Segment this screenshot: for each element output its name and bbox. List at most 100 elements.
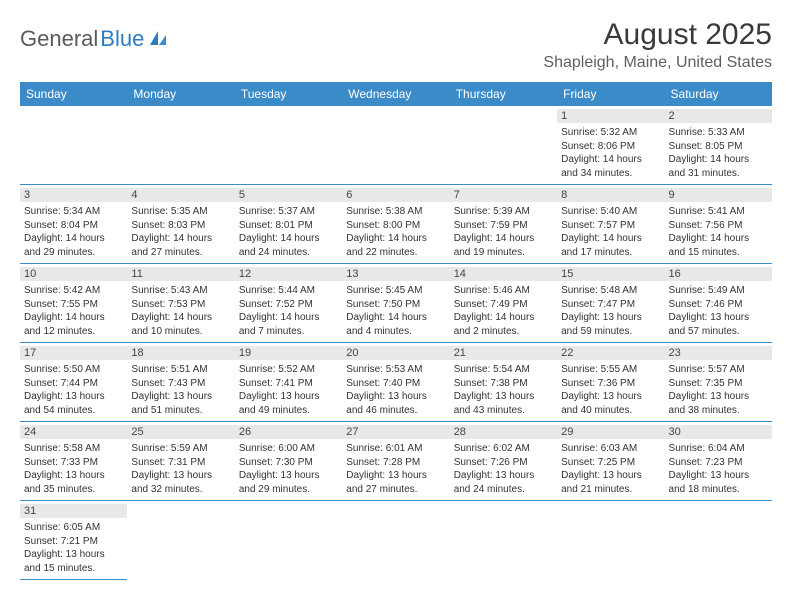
day-line: Sunrise: 5:37 AM (239, 205, 338, 219)
day-line: and 35 minutes. (24, 483, 123, 497)
calendar-week-row: 3Sunrise: 5:34 AMSunset: 8:04 PMDaylight… (20, 185, 772, 264)
day-number: 14 (450, 267, 557, 281)
day-line: Daylight: 13 hours (669, 469, 768, 483)
day-line: Daylight: 14 hours (24, 311, 123, 325)
day-details: Sunrise: 5:55 AMSunset: 7:36 PMDaylight:… (561, 363, 660, 417)
day-line: Sunrise: 5:32 AM (561, 126, 660, 140)
day-line: Daylight: 13 hours (131, 469, 230, 483)
day-details: Sunrise: 6:02 AMSunset: 7:26 PMDaylight:… (454, 442, 553, 496)
day-line: and 19 minutes. (454, 246, 553, 260)
day-details: Sunrise: 5:59 AMSunset: 7:31 PMDaylight:… (131, 442, 230, 496)
day-line: Sunset: 8:04 PM (24, 219, 123, 233)
day-details: Sunrise: 5:43 AMSunset: 7:53 PMDaylight:… (131, 284, 230, 338)
calendar-week-row: 10Sunrise: 5:42 AMSunset: 7:55 PMDayligh… (20, 264, 772, 343)
day-line: and 27 minutes. (131, 246, 230, 260)
day-line: Daylight: 14 hours (131, 232, 230, 246)
weekday-header: Tuesday (235, 82, 342, 106)
day-details: Sunrise: 5:54 AMSunset: 7:38 PMDaylight:… (454, 363, 553, 417)
day-line: Daylight: 14 hours (346, 311, 445, 325)
day-line: Sunrise: 5:38 AM (346, 205, 445, 219)
day-details: Sunrise: 5:34 AMSunset: 8:04 PMDaylight:… (24, 205, 123, 259)
day-line: Daylight: 13 hours (561, 311, 660, 325)
day-line: and 2 minutes. (454, 325, 553, 339)
calendar-cell: 29Sunrise: 6:03 AMSunset: 7:25 PMDayligh… (557, 422, 664, 501)
day-number: 29 (557, 425, 664, 439)
day-details: Sunrise: 6:04 AMSunset: 7:23 PMDaylight:… (669, 442, 768, 496)
day-line: Daylight: 13 hours (131, 390, 230, 404)
day-line: and 54 minutes. (24, 404, 123, 418)
day-line: Daylight: 13 hours (24, 548, 123, 562)
day-line: and 24 minutes. (454, 483, 553, 497)
day-line: and 46 minutes. (346, 404, 445, 418)
day-line: and 31 minutes. (669, 167, 768, 181)
day-details: Sunrise: 5:37 AMSunset: 8:01 PMDaylight:… (239, 205, 338, 259)
weekday-header: Friday (557, 82, 664, 106)
day-line: Daylight: 13 hours (24, 469, 123, 483)
day-line: Sunset: 7:44 PM (24, 377, 123, 391)
calendar-cell: 18Sunrise: 5:51 AMSunset: 7:43 PMDayligh… (127, 343, 234, 422)
day-details: Sunrise: 5:46 AMSunset: 7:49 PMDaylight:… (454, 284, 553, 338)
day-line: Sunrise: 5:50 AM (24, 363, 123, 377)
day-number: 2 (665, 109, 772, 123)
calendar-cell: 24 Sunrise: 5:58 AMSunset: 7:33 PMDayligh… (20, 422, 127, 501)
day-line: Sunrise: 6:00 AM (239, 442, 338, 456)
day-number: 20 (342, 346, 449, 360)
calendar-cell (235, 106, 342, 185)
day-line: and 15 minutes. (24, 562, 123, 576)
day-line: Sunset: 7:57 PM (561, 219, 660, 233)
day-line: Sunrise: 5:54 AM (454, 363, 553, 377)
day-number: 28 (450, 425, 557, 439)
calendar-cell: 15Sunrise: 5:48 AMSunset: 7:47 PMDayligh… (557, 264, 664, 343)
calendar-cell: 5 Sunrise: 5:37 AMSunset: 8:01 PMDaylight… (235, 185, 342, 264)
day-line: and 32 minutes. (131, 483, 230, 497)
logo-sail-icon (148, 29, 168, 49)
day-line: and 38 minutes. (669, 404, 768, 418)
day-line: and 59 minutes. (561, 325, 660, 339)
day-line: and 17 minutes. (561, 246, 660, 260)
day-line: Sunset: 7:55 PM (24, 298, 123, 312)
day-line: Sunrise: 5:45 AM (346, 284, 445, 298)
day-line: Sunrise: 5:35 AM (131, 205, 230, 219)
day-line: Daylight: 13 hours (239, 390, 338, 404)
day-line: and 29 minutes. (24, 246, 123, 260)
calendar-cell (342, 106, 449, 185)
day-line: Sunrise: 5:43 AM (131, 284, 230, 298)
day-line: Sunset: 7:52 PM (239, 298, 338, 312)
day-number: 4 (127, 188, 234, 202)
day-line: Daylight: 13 hours (561, 390, 660, 404)
day-line: Daylight: 13 hours (346, 390, 445, 404)
day-number: 23 (665, 346, 772, 360)
day-number: 27 (342, 425, 449, 439)
day-line: and 40 minutes. (561, 404, 660, 418)
calendar-week-row: 31Sunrise: 6:05 AMSunset: 7:21 PMDayligh… (20, 501, 772, 580)
calendar-page: General Blue August 2025 Shapleigh, Main… (0, 0, 792, 598)
day-line: Daylight: 13 hours (454, 390, 553, 404)
day-number: 5 (235, 188, 342, 202)
day-line: Sunrise: 5:41 AM (669, 205, 768, 219)
day-number: 24 (20, 425, 127, 439)
day-line: and 10 minutes. (131, 325, 230, 339)
day-details: Sunrise: 5:41 AMSunset: 7:56 PMDaylight:… (669, 205, 768, 259)
day-details: Sunrise: 5:45 AMSunset: 7:50 PMDaylight:… (346, 284, 445, 338)
day-number: 25 (127, 425, 234, 439)
day-number: 16 (665, 267, 772, 281)
logo-text-blue: Blue (100, 26, 144, 52)
day-details: Sunrise: 5:35 AMSunset: 8:03 PMDaylight:… (131, 205, 230, 259)
day-line: Sunset: 7:59 PM (454, 219, 553, 233)
day-line: Sunrise: 6:03 AM (561, 442, 660, 456)
day-number: 12 (235, 267, 342, 281)
day-line: and 49 minutes. (239, 404, 338, 418)
day-number: 7 (450, 188, 557, 202)
calendar-cell (450, 501, 557, 580)
page-title: August 2025 (543, 18, 772, 52)
calendar-body: 1Sunrise: 5:32 AMSunset: 8:06 PMDaylight… (20, 106, 772, 580)
day-number: 9 (665, 188, 772, 202)
day-details: Sunrise: 5:58 AMSunset: 7:33 PMDaylight:… (24, 442, 123, 496)
day-line: Daylight: 14 hours (561, 153, 660, 167)
day-line: and 22 minutes. (346, 246, 445, 260)
calendar-cell (235, 501, 342, 580)
day-line: Sunset: 7:21 PM (24, 535, 123, 549)
weekday-header: Sunday (20, 82, 127, 106)
day-line: Sunrise: 6:04 AM (669, 442, 768, 456)
day-details: Sunrise: 5:49 AMSunset: 7:46 PMDaylight:… (669, 284, 768, 338)
